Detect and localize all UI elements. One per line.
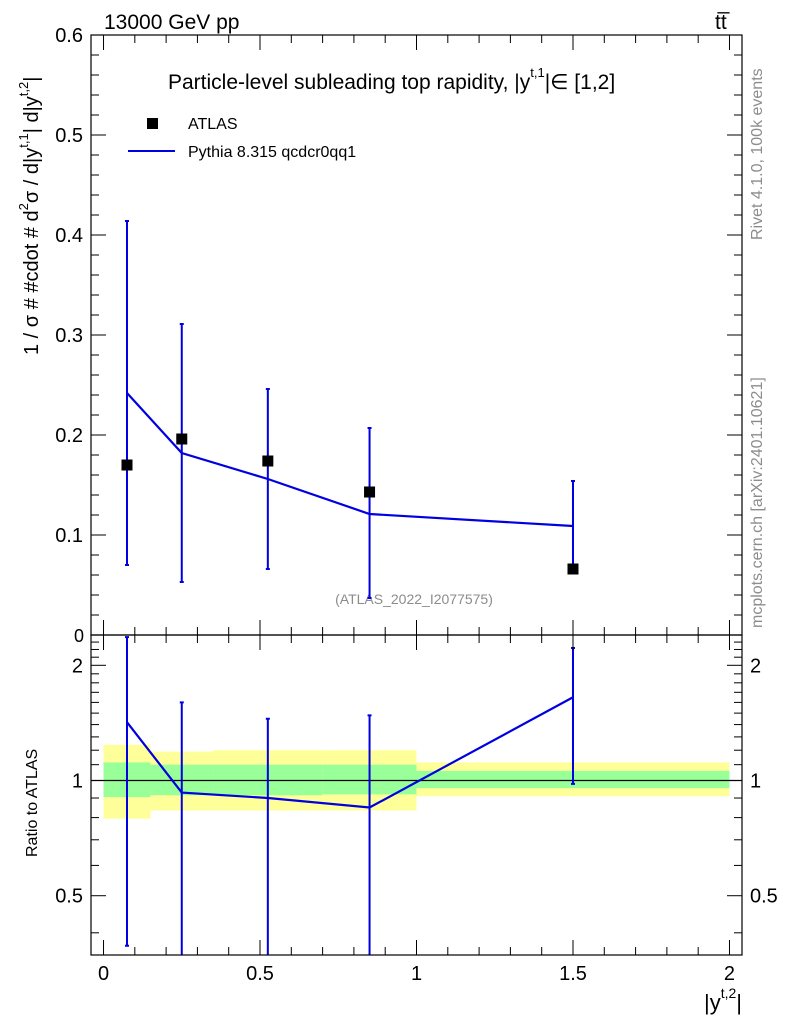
main-y-zero-label: 0 xyxy=(74,626,84,646)
main-x-ticks xyxy=(103,35,730,635)
data-point xyxy=(364,486,376,498)
main-title: Particle-level subleading top rapidity, … xyxy=(168,65,615,94)
mc-line-main xyxy=(126,392,574,528)
main-panel: 0.1 0.2 0.3 0.4 0.5 0.6 (ATLAS_2022_I2077575)… xyxy=(16,25,743,646)
process-label: tt̅ xyxy=(715,11,731,34)
legend-label-mc: Pythia 8.315 qcdcr0qq1 xyxy=(188,144,356,161)
ratio-y-tick-label-right: 2 xyxy=(750,655,761,677)
data-point xyxy=(121,459,133,471)
x-tick-label: 2 xyxy=(724,963,735,985)
main-y-tick-label: 0.6 xyxy=(55,25,83,47)
data-point xyxy=(262,455,274,467)
main-y-tick-label: 0.5 xyxy=(55,125,83,147)
ratio-y-tick-label-right: 1 xyxy=(750,771,761,793)
x-tick-label: 1.5 xyxy=(559,963,587,985)
ratio-y-ticks: 0.5 0.5 1 1 2 2 xyxy=(55,641,778,934)
source-label: mcplots.cern.ch [arXiv:2401.10621] xyxy=(749,377,766,628)
rivet-label: Rivet 4.1.0, 100k events xyxy=(749,68,766,240)
ratio-panel: 0.5 0.5 1 1 2 2 0 0.5 1 1.5 2 Ratio to ATLAS |yt,… xyxy=(24,634,778,1015)
mc-curve xyxy=(126,392,574,528)
main-y-tick-label: 0.1 xyxy=(55,525,83,547)
data-point xyxy=(567,563,579,575)
legend-marker-atlas xyxy=(147,118,158,129)
ratio-mc-line xyxy=(124,636,575,955)
ratio-y-tick-label: 1 xyxy=(72,771,83,793)
main-y-tick-label: 0.4 xyxy=(55,225,83,247)
ratio-x-ticks: 0 0.5 1 1.5 2 xyxy=(98,635,735,985)
ratio-y-tick-label: 2 xyxy=(72,655,83,677)
watermark: (ATLAS_2022_I2077575) xyxy=(335,591,493,607)
x-axis-label: |yt,2| xyxy=(704,985,742,1015)
x-tick-label: 0 xyxy=(98,963,109,985)
ratio-y-tick-label: 0.5 xyxy=(55,886,83,908)
data-points xyxy=(121,220,579,599)
main-y-axis-label: 1 / σ # #cdot # d2σ / d|yt,1| d|yt,2| xyxy=(16,77,43,355)
x-tick-label: 1 xyxy=(411,963,422,985)
ratio-y-axis-label: Ratio to ATLAS xyxy=(24,749,41,857)
ratio-y-tick-label-right: 0.5 xyxy=(750,886,778,908)
data-point xyxy=(176,433,188,445)
main-y-tick-label: 0.2 xyxy=(55,425,83,447)
main-y-ticks: 0.1 0.2 0.3 0.4 0.5 0.6 xyxy=(55,25,742,616)
legend-label-atlas: ATLAS xyxy=(188,116,238,133)
main-y-tick-label: 0.3 xyxy=(55,325,83,347)
x-tick-label: 0.5 xyxy=(246,963,274,985)
energy-label: 13000 GeV pp xyxy=(104,11,239,34)
legend: ATLAS Pythia 8.315 qcdcr0qq1 xyxy=(128,116,356,161)
